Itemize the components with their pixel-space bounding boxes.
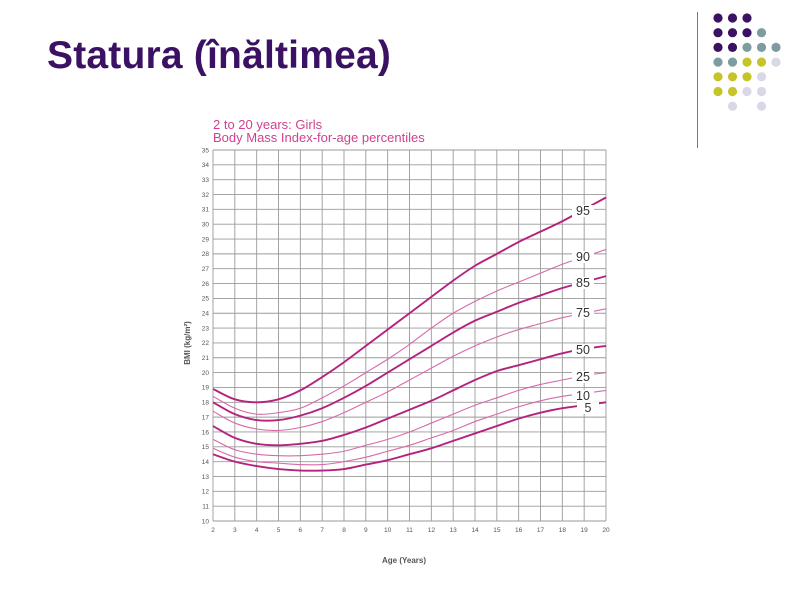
x-tick-label: 16 [515,527,523,534]
y-tick-label: 34 [202,162,210,169]
x-tick-label: 8 [342,527,346,534]
y-tick-label: 11 [202,503,209,510]
percentile-line-50 [212,344,607,447]
y-tick-label: 13 [202,474,210,481]
y-tick-label: 29 [202,236,210,243]
chart-subtitle: Body Mass Index-for-age percentiles [213,130,425,145]
percentile-label-bg [572,205,594,217]
x-tick-label: 15 [493,527,501,534]
percentile-label-95: 95 [576,204,590,218]
percentile-label-bg [572,251,594,263]
x-tick-label: 5 [277,527,281,534]
x-tick-label: 11 [406,527,413,534]
percentile-label-bg [572,371,594,383]
y-tick-label: 23 [202,325,210,332]
percentile-label-85: 85 [576,276,590,290]
x-axis-label: Age (Years) [382,556,426,565]
y-tick-label: 31 [202,207,210,214]
y-tick-label: 35 [202,147,210,154]
y-tick-label: 15 [202,444,210,451]
x-tick-label: 19 [581,527,589,534]
x-tick-label: 7 [320,527,324,534]
y-tick-label: 30 [202,222,210,229]
y-tick-label: 12 [202,489,210,496]
y-tick-label: 18 [202,400,210,407]
y-tick-label: 20 [202,370,210,377]
y-tick-label: 10 [202,518,210,525]
x-tick-label: 2 [211,527,215,534]
x-tick-label: 17 [537,527,545,534]
chart-title: 2 to 20 years: Girls [213,117,323,132]
x-tick-label: 14 [471,527,479,534]
percentile-label-50: 50 [576,343,590,357]
x-tick-label: 9 [364,527,368,534]
y-tick-label: 27 [202,266,210,273]
percentile-label-90: 90 [576,250,590,264]
y-tick-label: 19 [202,385,210,392]
percentile-label-bg [572,390,594,402]
y-tick-label: 28 [202,251,210,258]
y-axis-label: BMI (kg/m²) [183,321,192,365]
percentile-label-10: 10 [576,389,590,403]
percentile-label-bg [572,307,594,319]
y-tick-label: 22 [202,340,210,347]
y-tick-label: 32 [202,192,210,199]
percentile-line-95 [212,196,607,404]
percentile-line-75 [212,308,607,432]
y-tick-label: 25 [202,296,210,303]
percentile-line-90 [212,248,607,415]
x-axis-ticks: 2 3 4 5 6 7 8 9 10 11 12 13 14 15 16 17 18 19 20 [211,527,610,534]
y-tick-label: 16 [202,429,210,436]
percentile-labels: 95 90 85 75 50 25 105 [572,204,599,415]
x-tick-label: 4 [255,527,259,534]
percentile-label-5: 5 [585,401,592,415]
y-tick-label: 17 [202,414,210,421]
x-tick-label: 20 [602,527,610,534]
y-tick-label: 33 [202,177,210,184]
percentile-line-25 [212,372,607,457]
slide-title: Statura (înăltimea) [47,34,392,77]
percentile-label-bg [572,277,594,289]
percentile-label-bg [577,402,599,414]
y-tick-label: 21 [202,355,210,362]
x-tick-label: 6 [299,527,303,534]
x-tick-label: 12 [428,527,436,534]
percentile-line-10 [212,389,607,466]
percentile-line-85 [212,275,607,422]
percentile-line-5 [212,401,607,472]
percentile-lines [212,196,607,472]
percentile-label-bg [572,344,594,356]
y-tick-label: 24 [202,311,210,318]
percentile-label-75: 75 [576,306,590,320]
y-axis-ticks: 10 11 12 13 14 15 16 17 18 19 20 21 22 23 24 25 26 27 28 29… [202,147,210,525]
chart-grid [212,149,607,522]
y-tick-label: 26 [202,281,210,288]
x-tick-label: 3 [233,527,237,534]
x-tick-label: 10 [384,527,392,534]
x-tick-label: 13 [450,527,458,534]
x-tick-label: 18 [559,527,567,534]
vertical-divider [697,12,698,148]
y-tick-label: 14 [202,459,210,466]
percentile-label-25: 25 [576,370,590,384]
